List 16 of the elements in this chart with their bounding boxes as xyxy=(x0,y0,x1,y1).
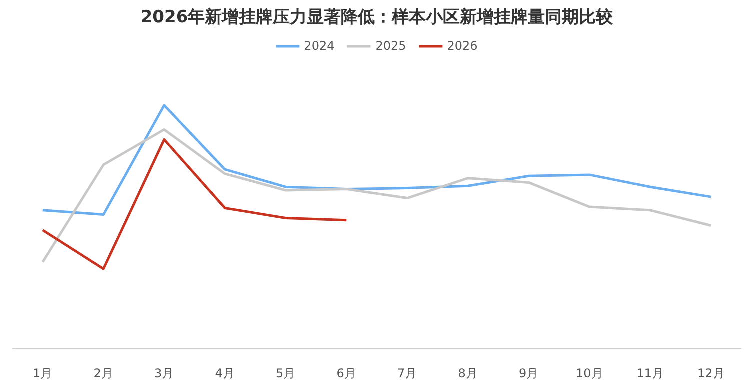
x-tick-label: 8月 xyxy=(458,366,478,380)
x-tick-label: 7月 xyxy=(398,366,418,380)
x-tick-label: 6月 xyxy=(336,366,356,380)
legend-label: 2026 xyxy=(447,39,478,53)
x-tick-label: 12月 xyxy=(697,366,725,380)
legend-label: 2025 xyxy=(376,39,406,53)
x-tick-label: 1月 xyxy=(33,366,53,380)
x-tick-label: 4月 xyxy=(215,366,235,380)
x-tick-label: 11月 xyxy=(636,366,664,380)
x-tick-label: 9月 xyxy=(519,366,539,380)
x-tick-label: 10月 xyxy=(576,366,604,380)
chart-title: 2026年新增挂牌压力显著降低：样本小区新增挂牌量同期比较 xyxy=(140,8,614,28)
legend-label: 2024 xyxy=(304,39,335,53)
x-tick-label: 3月 xyxy=(154,366,174,380)
x-tick-label: 2月 xyxy=(94,366,114,380)
x-tick-label: 5月 xyxy=(276,366,296,380)
